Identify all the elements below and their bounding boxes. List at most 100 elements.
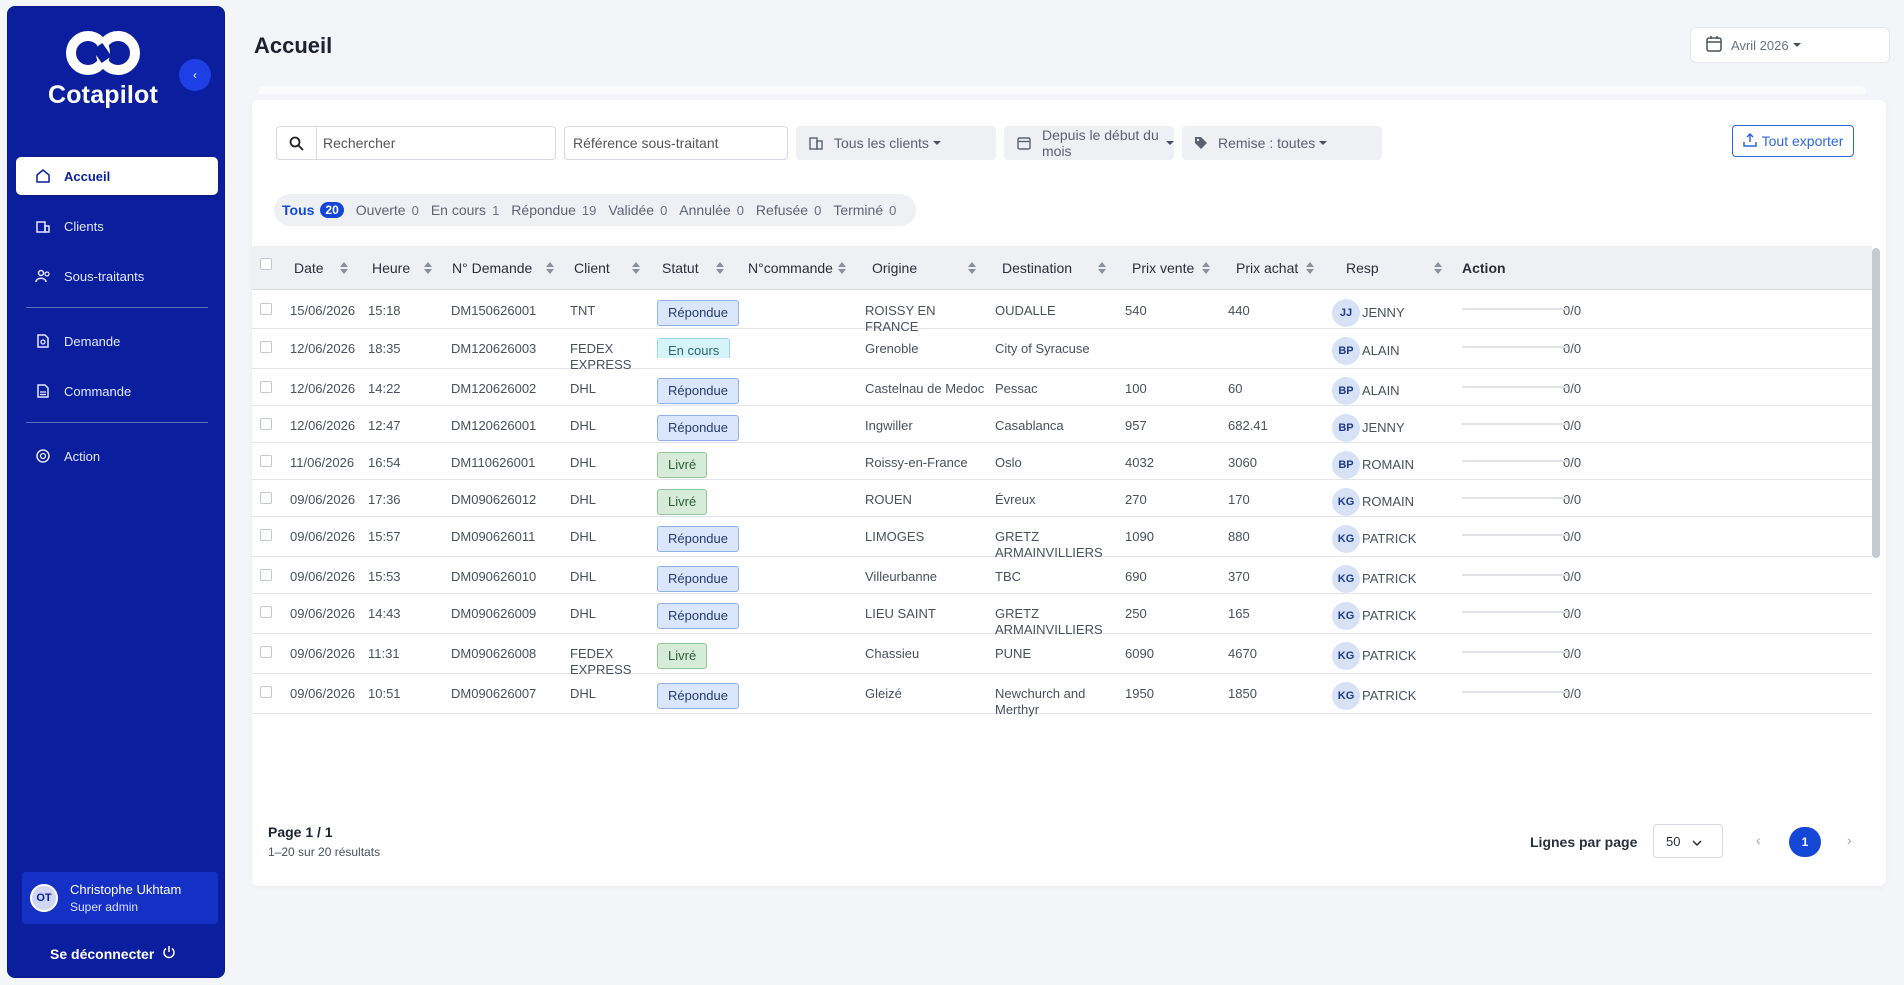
sort-icon[interactable] (424, 262, 432, 274)
column-header-heure[interactable]: Heure (372, 260, 411, 276)
page-1-button[interactable]: 1 (1789, 827, 1821, 857)
search-box[interactable] (276, 126, 556, 160)
row-checkbox[interactable] (260, 529, 272, 541)
subcontractor-ref-input[interactable] (564, 126, 788, 160)
table-row[interactable]: 09/06/2026 10:51 DM090626007 DHL Gleizé Newch… (252, 674, 1872, 717)
sort-icon[interactable] (716, 262, 724, 274)
sort-icon[interactable] (1098, 262, 1106, 274)
period-filter-dropdown[interactable]: Depuis le début du mois (1004, 126, 1174, 160)
request-number-cell: DM090626010 (451, 569, 537, 584)
logout-button[interactable]: Se déconnecter (50, 945, 176, 962)
request-number-cell: DM110626001 (451, 455, 536, 470)
origin-cell: LIMOGES (865, 529, 925, 544)
user-profile-card[interactable]: OT Christophe Ukhtam Super admin (22, 872, 218, 924)
search-input[interactable] (323, 133, 543, 153)
column-header-client[interactable]: Client (574, 260, 610, 276)
row-checkbox[interactable] (260, 646, 272, 658)
chevron-left-icon: ‹ (193, 68, 197, 82)
table-row[interactable]: 11/06/2026 16:54 DM110626001 DHL Roissy-en-F… (252, 443, 1872, 480)
request-number-cell: DM120626001 (451, 418, 537, 433)
sidebar-item-demande[interactable]: Demande (16, 322, 218, 360)
status-tab[interactable]: En cours 1 (431, 202, 499, 218)
sort-icon[interactable] (632, 262, 640, 274)
sort-icon[interactable] (340, 262, 348, 274)
requests-card: Tous les clients Depuis le début du mois… (252, 100, 1886, 886)
row-checkbox[interactable] (260, 686, 272, 698)
column-header-prix-vente[interactable]: Prix vente (1132, 260, 1195, 276)
table-row[interactable]: 12/06/2026 18:35 DM120626003 FEDEX EXPRESS G… (252, 329, 1872, 372)
sort-icon[interactable] (838, 262, 846, 274)
sort-icon[interactable] (546, 262, 554, 274)
status-tab-count: 0 (814, 202, 822, 218)
avatar: BP (1332, 337, 1360, 365)
table-row[interactable]: 09/06/2026 15:53 DM090626010 DHL Villeurbann… (252, 557, 1872, 594)
row-checkbox[interactable] (260, 569, 272, 581)
table-row[interactable]: 09/06/2026 14:43 DM090626009 DHL LIEU SAINT G… (252, 594, 1872, 637)
row-checkbox[interactable] (260, 418, 272, 430)
table-row[interactable]: 12/06/2026 12:47 DM120626001 DHL Ingwiller Ca… (252, 406, 1872, 443)
table-row[interactable]: 09/06/2026 11:31 DM090626008 FEDEX EXPRESS C… (252, 634, 1872, 677)
sidebar-item-accueil[interactable]: Accueil (16, 157, 218, 195)
row-checkbox[interactable] (260, 303, 272, 315)
previous-page-button[interactable]: ‹ (1756, 832, 1761, 848)
column-header-prix-achat[interactable]: Prix achat (1236, 260, 1299, 276)
sidebar-item-commande[interactable]: Commande (16, 372, 218, 410)
status-tab[interactable]: Ouverte 0 (356, 202, 419, 218)
sort-icon[interactable] (1434, 262, 1442, 274)
sidebar-item-clients[interactable]: Clients (16, 207, 218, 245)
destination-cell: Casablanca (995, 418, 1064, 433)
next-page-button[interactable]: › (1847, 832, 1852, 848)
status-tab[interactable]: Annulée 0 (679, 202, 744, 218)
row-checkbox[interactable] (260, 492, 272, 504)
status-tab[interactable]: Tous 20 (282, 202, 344, 218)
action-progress-bar (1462, 497, 1568, 499)
caret-down-icon (1319, 141, 1328, 145)
action-count-cell: 0/0 (1563, 492, 1582, 507)
sort-icon[interactable] (968, 262, 976, 274)
month-picker[interactable]: Avril 2026 (1690, 27, 1890, 63)
table-scrollbar[interactable] (1872, 248, 1880, 558)
table-header: Date Heure N° Demande Client Statut N°command… (252, 246, 1872, 290)
row-checkbox[interactable] (260, 606, 272, 618)
status-tab[interactable]: Terminé 0 (833, 202, 896, 218)
clients-filter-label: Tous les clients (834, 135, 929, 151)
action-progress-bar (1462, 611, 1568, 613)
remise-filter-dropdown[interactable]: Remise : toutes (1182, 126, 1382, 160)
column-header-destination[interactable]: Destination (1002, 260, 1073, 276)
column-header-origine[interactable]: Origine (872, 260, 918, 276)
table-row[interactable]: 09/06/2026 15:57 DM090626011 DHL LIMOGES GRET… (252, 517, 1872, 560)
select-all-checkbox[interactable] (260, 258, 272, 270)
column-header-numero-demande[interactable]: N° Demande (452, 260, 533, 276)
resp-name-cell: ALAIN (1362, 343, 1400, 358)
column-header-date[interactable]: Date (294, 260, 324, 276)
sidebar-item-action[interactable]: Action (16, 437, 218, 475)
export-all-button[interactable]: Tout exporter (1732, 125, 1854, 157)
column-header-resp[interactable]: Resp (1346, 260, 1379, 276)
clients-filter-dropdown[interactable]: Tous les clients (796, 126, 996, 160)
status-tab[interactable]: Validée 0 (608, 202, 667, 218)
table-row[interactable]: 09/06/2026 17:36 DM090626012 DHL ROUEN Évreux… (252, 480, 1872, 517)
sidebar-collapse-button[interactable]: ‹ (179, 59, 211, 91)
status-tab[interactable]: Refusée 0 (756, 202, 821, 218)
brand-logo[interactable]: Cotapilot (8, 27, 198, 110)
sidebar-item-sous-traitants[interactable]: Sous-traitants (16, 257, 218, 295)
row-checkbox[interactable] (260, 381, 272, 393)
sort-icon[interactable] (1306, 262, 1314, 274)
table-row[interactable]: 15/06/2026 15:18 DM150626001 TNT ROISSY EN F… (252, 291, 1872, 334)
row-checkbox[interactable] (260, 341, 272, 353)
status-badge: Livré (657, 489, 708, 515)
status-tab[interactable]: Répondue 19 (511, 202, 596, 218)
time-cell: 11:31 (368, 646, 400, 661)
table-row[interactable]: 12/06/2026 14:22 DM120626002 DHL Castelnau d… (252, 369, 1872, 406)
sort-icon[interactable] (1202, 262, 1210, 274)
purchase-price-cell: 370 (1228, 569, 1250, 584)
destination-cell: Pessac (995, 381, 1038, 396)
column-header-numero-commande[interactable]: N°commande (748, 260, 833, 276)
column-header-action: Action (1462, 260, 1506, 276)
date-cell: 09/06/2026 (290, 686, 356, 701)
row-checkbox[interactable] (260, 455, 272, 467)
rows-per-page-select[interactable]: 50 (1653, 824, 1723, 858)
search-icon[interactable] (277, 127, 317, 159)
column-header-statut[interactable]: Statut (662, 260, 699, 276)
date-cell: 12/06/2026 (290, 341, 356, 356)
